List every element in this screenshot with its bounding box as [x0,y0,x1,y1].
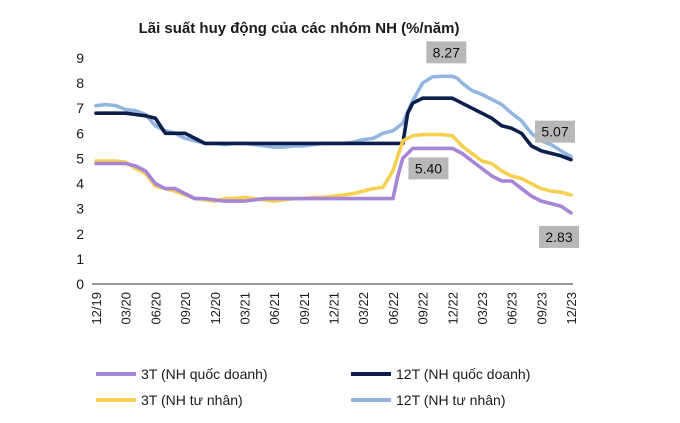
y-tick-label-4: 4 [76,176,84,192]
x-tick-label-06-21: 06/21 [267,292,282,325]
x-tick-label-06-20: 06/20 [148,292,163,325]
y-axis-ticks: 0 1 2 3 4 5 6 7 8 9 [76,50,84,292]
series-line-s12_state [94,96,573,162]
callout-box-a507 [535,120,575,143]
series-line-s3_state [94,146,573,215]
y-tick-label-7: 7 [76,100,84,116]
y-tick-label-5: 5 [76,150,84,166]
x-axis-ticks: 12/19 03/20 06/20 09/20 12/20 03/21 06/21 09/21… [89,292,579,325]
y-tick-label-9: 9 [76,50,84,66]
x-tick-label-12-21: 12/21 [327,292,342,325]
x-tick-label-03-23: 03/23 [475,292,490,325]
x-tick-label-12-23: 12/23 [564,292,579,325]
chart-title: Lãi suất huy động của các nhóm NH (%/năm… [139,20,460,37]
x-tick-label-03-21: 03/21 [237,292,252,325]
x-tick-label-09-21: 09/21 [297,292,312,325]
callout-box-a827 [426,41,467,64]
callout-label-a283: 2.83 [545,229,572,245]
y-tick-label-3: 3 [76,201,84,217]
x-tick-label-12-22: 12/22 [445,292,460,325]
y-tick-label-8: 8 [76,75,84,91]
legend-label-s12_priv: 12T (NH tư nhân) [396,392,506,408]
y-tick-label-0: 0 [76,276,84,292]
legend: 3T (NH quốc doanh) 12T (NH quốc doanh) 3T … [96,366,530,408]
legend-label-s3_priv: 3T (NH tư nhân) [141,392,243,408]
y-tick-label-2: 2 [76,226,84,242]
x-tick-label-03-20: 03/20 [119,292,134,325]
series-line-s3_priv [94,132,573,203]
x-tick-label-09-23: 09/23 [534,292,549,325]
value-callouts: 8.27 5.40 5.07 2.83 [408,41,579,248]
y-tick-label-1: 1 [76,251,84,267]
callout-box-a540 [408,157,449,180]
legend-label-s12_state: 12T (NH quốc doanh) [396,366,530,382]
x-tick-label-06-23: 06/23 [505,292,520,325]
callout-label-a540: 5.40 [415,160,442,176]
callout-label-a507: 5.07 [541,124,568,140]
series-lines [94,74,573,215]
callout-label-a827: 8.27 [433,44,460,60]
x-tick-label-09-20: 09/20 [178,292,193,325]
x-tick-label-12-20: 12/20 [208,292,223,325]
x-tick-label-06-22: 06/22 [386,292,401,325]
x-tick-label-03-22: 03/22 [356,292,371,325]
x-tick-label-09-22: 09/22 [416,292,431,325]
legend-label-s3_state: 3T (NH quốc doanh) [141,366,268,382]
y-tick-label-6: 6 [76,125,84,141]
callout-box-a283 [539,225,579,248]
x-tick-label-12-19: 12/19 [89,292,104,325]
